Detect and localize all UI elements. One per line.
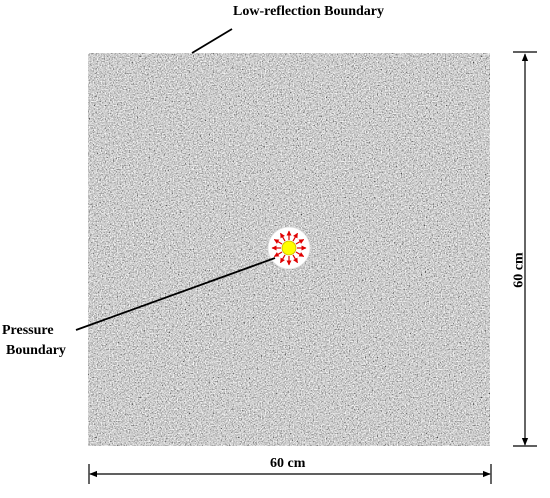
low-reflection-boundary-label: Low-reflection Boundary bbox=[233, 4, 385, 19]
pressure-leader bbox=[75, 257, 276, 331]
pressure-arrow bbox=[279, 232, 286, 242]
height-dimension-label: 60 cm bbox=[511, 252, 527, 288]
low-reflection-leader bbox=[191, 28, 233, 54]
pressure-arrow bbox=[273, 251, 283, 258]
pressure-boundary-label-line2: Boundary bbox=[6, 343, 66, 358]
pressure-arrow bbox=[292, 254, 299, 264]
pressure-arrow bbox=[279, 254, 286, 264]
borehole bbox=[267, 226, 311, 270]
pressure-arrow bbox=[273, 238, 283, 245]
pressure-arrows bbox=[271, 230, 307, 266]
pressure-boundary-label-line1: Pressure bbox=[2, 323, 54, 338]
pressure-arrow bbox=[295, 251, 305, 258]
pressure-source bbox=[281, 240, 297, 256]
width-dimension-label: 60 cm bbox=[270, 456, 306, 471]
pressure-arrow bbox=[295, 238, 305, 245]
pressure-arrow bbox=[292, 232, 299, 242]
